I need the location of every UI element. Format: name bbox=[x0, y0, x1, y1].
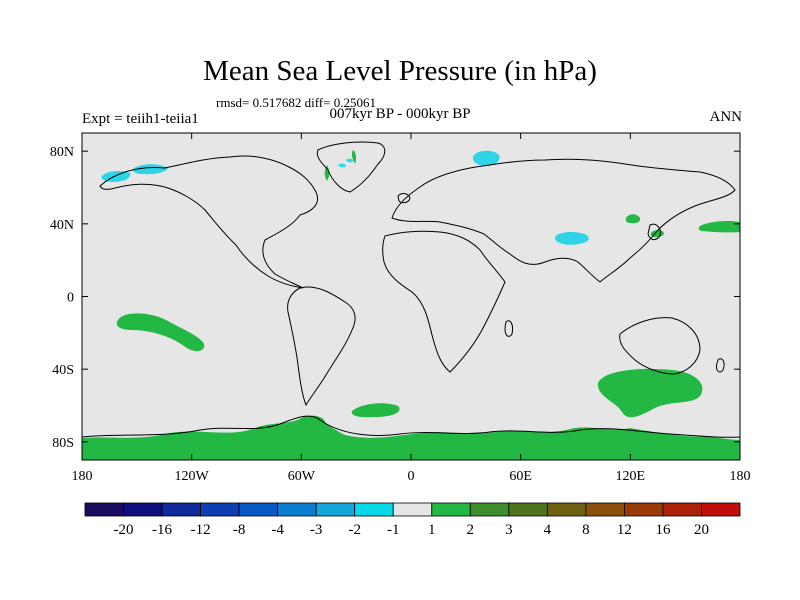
coastlines bbox=[82, 141, 740, 438]
colorbar-box-8 bbox=[392, 502, 433, 517]
coast-greenland bbox=[316, 141, 386, 193]
shading-antarctic-band bbox=[82, 417, 740, 460]
shading-south-pacific bbox=[116, 313, 205, 352]
shading-north-pacific bbox=[698, 221, 740, 233]
coast-africa bbox=[382, 230, 506, 373]
colorbar-label: 16 bbox=[655, 522, 671, 538]
colorbar-label: -8 bbox=[233, 522, 246, 538]
colorbar-label: 4 bbox=[544, 522, 552, 538]
colorbar-label: -4 bbox=[271, 522, 284, 538]
x-tick-label: 180 bbox=[72, 469, 93, 484]
axis-ticks bbox=[81, 133, 741, 460]
colorbar-box-4 bbox=[238, 502, 279, 517]
shading-south-indian-ocean bbox=[597, 368, 703, 418]
period-line: 007kyr BP - 000kyr BP bbox=[329, 106, 471, 122]
colorbar-label: 8 bbox=[582, 522, 590, 538]
colorbar-boxes bbox=[84, 502, 741, 517]
anomaly-shading bbox=[82, 150, 740, 460]
map-title: Mean Sea Level Pressure (in hPa) bbox=[203, 55, 597, 87]
shading-barents-cyan bbox=[472, 150, 500, 167]
colorbar-box-6 bbox=[315, 502, 356, 517]
coast-antarctica bbox=[82, 415, 740, 438]
stats-line: rmsd= 0.517682 diff= 0.25061 bbox=[216, 95, 376, 110]
colorbar-label: 20 bbox=[694, 522, 709, 538]
shading-greenland-west bbox=[324, 165, 330, 181]
colorbar-box-5 bbox=[277, 502, 317, 517]
colorbar-box-14 bbox=[624, 502, 664, 517]
shading-greenland-cyan bbox=[338, 163, 346, 168]
season-label: ANN bbox=[709, 109, 743, 125]
x-tick-label: 60E bbox=[509, 469, 532, 484]
coast-new-zealand bbox=[716, 358, 725, 373]
colorbar-label: 3 bbox=[505, 522, 513, 538]
coast-south-america bbox=[287, 286, 356, 407]
colorbar-box-10 bbox=[469, 502, 510, 517]
colorbar-box-11 bbox=[508, 502, 548, 517]
shading-tibet-cyan bbox=[555, 232, 589, 245]
colorbar-label: -12 bbox=[191, 522, 211, 538]
coast-eurasia bbox=[391, 158, 736, 283]
coast-australia bbox=[619, 317, 701, 375]
y-tick-label: 80S bbox=[52, 436, 74, 451]
shading-arctic-cyan bbox=[346, 158, 353, 163]
y-tick-label: 40S bbox=[52, 363, 74, 378]
colorbar-box-12 bbox=[546, 502, 587, 517]
colorbar-box-0 bbox=[84, 502, 124, 517]
colorbar-box-16 bbox=[701, 502, 741, 517]
shading-korea bbox=[625, 214, 641, 224]
colorbar-box-1 bbox=[123, 502, 163, 517]
colorbar-label: 12 bbox=[617, 522, 632, 538]
x-tick-label: 180 bbox=[730, 469, 751, 484]
shading-weddell-patch bbox=[351, 403, 400, 418]
colorbar-label: 1 bbox=[428, 522, 436, 538]
x-tick-label: 120E bbox=[616, 469, 646, 484]
colorbar-label: -20 bbox=[114, 522, 134, 538]
colorbar-labels: -20 -16 -12 -8 -4 -3 -2 -1 1 2 3 4 8 12 16 20 bbox=[114, 522, 709, 538]
colorbar-label: -3 bbox=[310, 522, 323, 538]
colorbar-box-3 bbox=[200, 502, 240, 517]
x-tick-label: 60W bbox=[288, 469, 316, 484]
experiment-line: Expt = teiih1-teiia1 bbox=[82, 111, 199, 127]
y-tick-label: 0 bbox=[67, 291, 74, 306]
y-tick-label: 40N bbox=[50, 218, 74, 233]
shading-peninsula-patch bbox=[289, 415, 326, 437]
colorbar-box-7 bbox=[354, 502, 394, 517]
colorbar-box-15 bbox=[662, 502, 702, 517]
coast-north-america bbox=[99, 155, 318, 289]
colorbar-box-9 bbox=[431, 502, 471, 517]
colorbar-label: -1 bbox=[387, 522, 400, 538]
shading-greenland-east bbox=[351, 150, 357, 164]
shading-yukon-cyan bbox=[132, 164, 168, 175]
colorbar-box-13 bbox=[585, 502, 625, 517]
coast-madagascar bbox=[504, 320, 513, 337]
colorbar-label: -16 bbox=[152, 522, 172, 538]
x-tick-label: 120W bbox=[175, 469, 210, 484]
axis-tick-labels: 180 120W 60W 0 60E 120E 180 80N 40N 0 40S 80S bbox=[50, 145, 751, 484]
y-tick-label: 80N bbox=[50, 145, 74, 160]
coast-japan bbox=[647, 223, 661, 241]
colorbar-box-2 bbox=[161, 502, 201, 517]
coast-british-isles bbox=[397, 193, 411, 204]
colorbar-label: 2 bbox=[467, 522, 475, 538]
x-tick-label: 0 bbox=[408, 469, 415, 484]
colorbar-label: -2 bbox=[348, 522, 361, 538]
